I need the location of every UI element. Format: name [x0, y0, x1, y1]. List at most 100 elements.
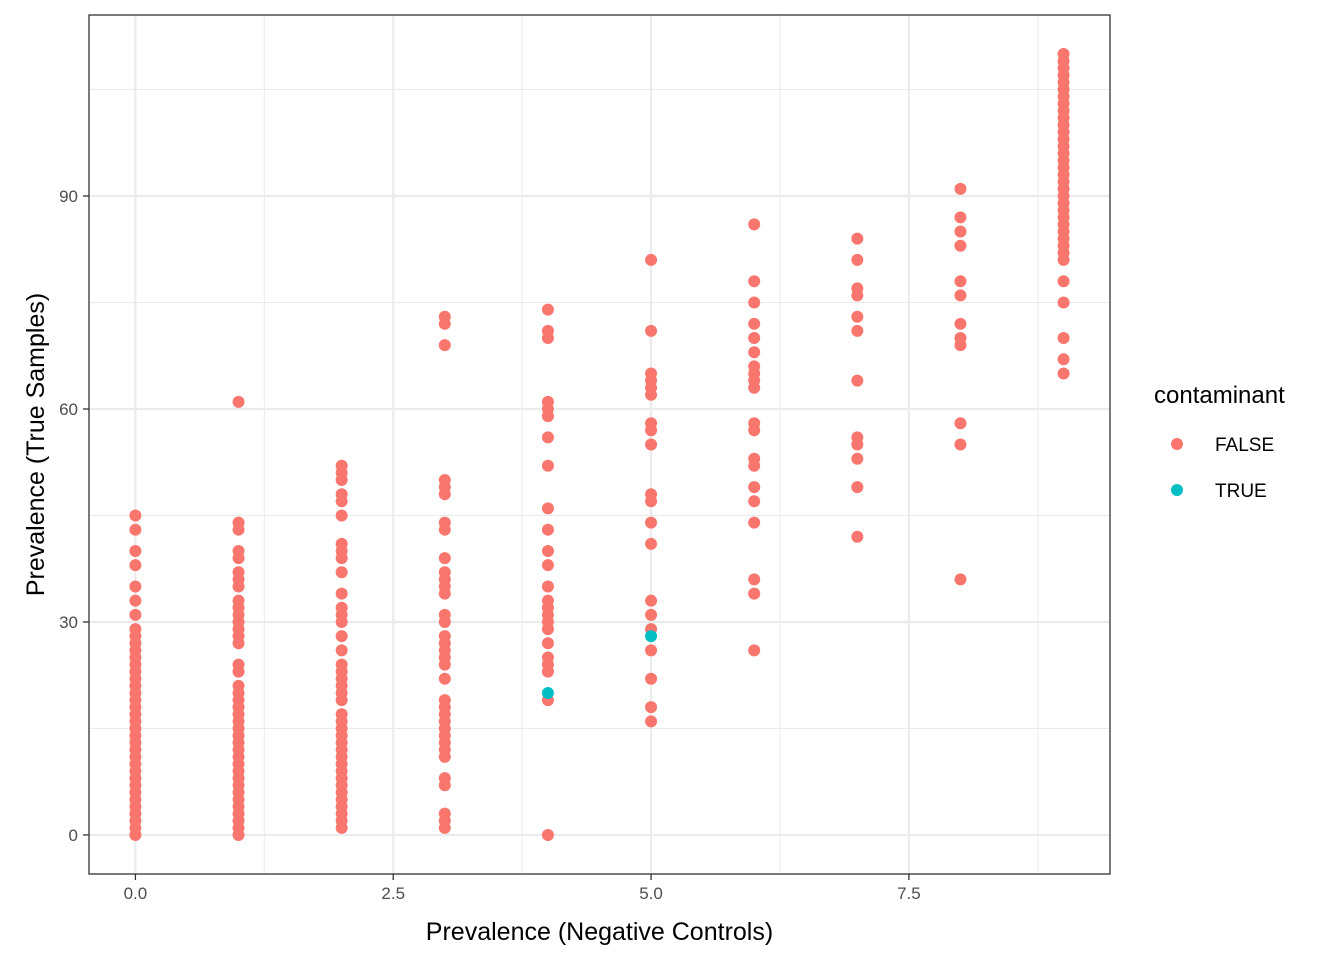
data-point-false — [645, 516, 658, 529]
data-point-true — [645, 630, 658, 643]
data-point-false — [541, 459, 554, 472]
data-point-false — [438, 779, 451, 792]
data-point-false — [748, 346, 761, 359]
data-point-false — [438, 552, 451, 565]
data-point-false — [541, 580, 554, 593]
data-point-false — [851, 530, 864, 543]
data-point-false — [438, 339, 451, 352]
data-point-false — [645, 644, 658, 657]
data-point-false — [1057, 275, 1070, 288]
data-point-false — [645, 424, 658, 437]
points-layer — [129, 48, 1070, 841]
x-tick-label: 7.5 — [897, 884, 921, 903]
y-tick-label: 90 — [59, 187, 78, 206]
data-point-false — [232, 665, 245, 678]
data-point-false — [335, 694, 348, 707]
x-tick-label: 2.5 — [381, 884, 405, 903]
x-axis-title: Prevalence (Negative Controls) — [426, 918, 773, 946]
data-point-false — [129, 580, 142, 593]
data-point-false — [1057, 296, 1070, 309]
data-point-false — [1057, 332, 1070, 345]
data-point-false — [954, 211, 967, 224]
data-point-false — [851, 452, 864, 465]
data-point-false — [851, 310, 864, 323]
data-point-false — [438, 317, 451, 330]
data-point-false — [851, 324, 864, 337]
panel-border — [88, 14, 1111, 875]
y-axis-title: Prevalence (True Samples) — [22, 293, 50, 596]
data-point-false — [748, 516, 761, 529]
y-tick-label: 30 — [59, 613, 78, 632]
data-point-false — [129, 608, 142, 621]
legend-title: contaminant — [1154, 382, 1285, 409]
grid-layer — [89, 15, 1110, 874]
data-point-false — [645, 608, 658, 621]
data-point-false — [129, 544, 142, 557]
data-point-false — [954, 573, 967, 586]
data-point-false — [541, 665, 554, 678]
data-point-false — [645, 438, 658, 451]
y-tick-label: 60 — [59, 400, 78, 419]
data-point-false — [335, 587, 348, 600]
data-point-true — [541, 686, 554, 699]
legend-label-false: FALSE — [1215, 435, 1274, 456]
data-point-false — [232, 637, 245, 650]
data-point-false — [748, 218, 761, 231]
data-point-false — [438, 587, 451, 600]
legend-key-false — [1171, 438, 1183, 450]
data-point-false — [438, 658, 451, 671]
data-point-false — [748, 317, 761, 330]
y-tick-label: 0 — [69, 826, 78, 845]
data-point-false — [954, 339, 967, 352]
data-point-false — [438, 523, 451, 536]
data-point-false — [438, 821, 451, 834]
data-point-false — [645, 495, 658, 508]
data-point-false — [335, 509, 348, 522]
data-point-false — [954, 289, 967, 302]
data-point-false — [335, 630, 348, 643]
data-point-false — [748, 481, 761, 494]
data-point-false — [851, 374, 864, 387]
data-point-false — [954, 182, 967, 195]
data-point-false — [335, 473, 348, 486]
data-point-false — [851, 253, 864, 266]
data-point-false — [645, 715, 658, 728]
data-point-false — [541, 637, 554, 650]
data-point-false — [232, 828, 245, 841]
data-point-false — [748, 275, 761, 288]
data-point-false — [748, 296, 761, 309]
data-point-false — [851, 438, 864, 451]
data-point-false — [232, 552, 245, 565]
data-point-false — [438, 488, 451, 501]
data-point-false — [645, 672, 658, 685]
data-point-false — [851, 481, 864, 494]
data-point-false — [335, 552, 348, 565]
data-point-false — [954, 275, 967, 288]
data-point-false — [1057, 367, 1070, 380]
data-point-false — [129, 594, 142, 607]
data-point-false — [232, 523, 245, 536]
data-point-false — [541, 303, 554, 316]
data-point-false — [748, 424, 761, 437]
data-point-false — [541, 410, 554, 423]
data-point-false — [748, 332, 761, 345]
data-point-false — [129, 509, 142, 522]
data-point-false — [438, 750, 451, 763]
data-point-false — [129, 828, 142, 841]
data-point-false — [541, 431, 554, 444]
legend-label-true: TRUE — [1215, 481, 1267, 502]
data-point-false — [954, 317, 967, 330]
data-point-false — [335, 566, 348, 579]
data-point-false — [335, 821, 348, 834]
data-point-false — [748, 587, 761, 600]
data-point-false — [748, 381, 761, 394]
data-point-false — [954, 239, 967, 252]
data-point-false — [541, 828, 554, 841]
data-point-false — [1057, 353, 1070, 366]
data-point-false — [438, 672, 451, 685]
legend-key-true — [1171, 484, 1183, 496]
data-point-false — [335, 644, 348, 657]
data-point-false — [541, 523, 554, 536]
